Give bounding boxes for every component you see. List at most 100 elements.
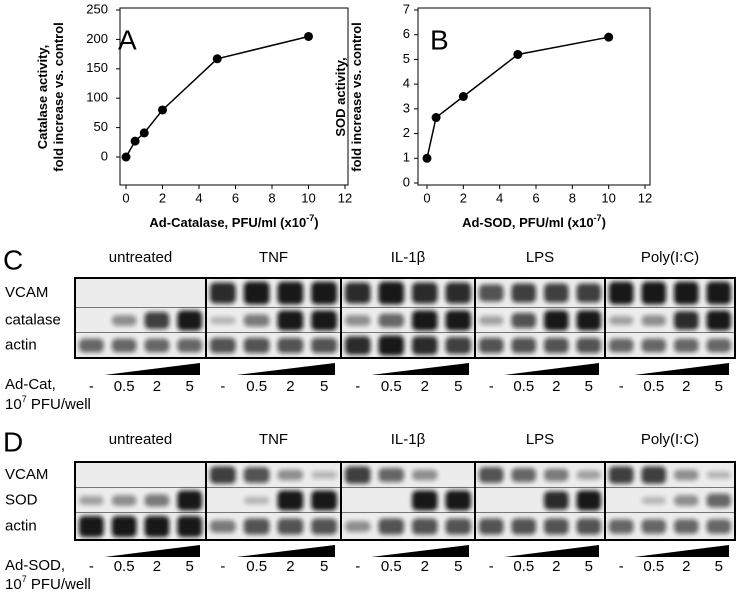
data-point xyxy=(158,105,167,115)
x-tick-label: 10 xyxy=(601,190,615,205)
dose-wedge xyxy=(634,545,729,557)
group-frame xyxy=(604,461,736,541)
band xyxy=(576,337,601,354)
band xyxy=(412,282,438,304)
band xyxy=(674,469,699,481)
band xyxy=(609,338,634,353)
dose-wedge xyxy=(104,363,200,375)
band xyxy=(378,335,404,356)
group-label: IL-1β xyxy=(391,249,426,266)
band xyxy=(576,310,601,331)
y-tick-label: 7 xyxy=(403,1,410,16)
text-part: ) xyxy=(314,215,318,230)
data-point xyxy=(458,92,468,101)
band xyxy=(544,283,569,303)
band xyxy=(111,515,137,538)
group-label: LPS xyxy=(526,249,554,266)
band xyxy=(511,518,536,535)
y-axis-label: SOD activity,fold increase vs. control xyxy=(333,22,364,172)
dose-label: - xyxy=(619,558,624,575)
unit-label: 107 PFU/well xyxy=(5,574,91,593)
band xyxy=(79,515,104,538)
band xyxy=(277,337,304,354)
dose-label: 5 xyxy=(320,378,328,395)
band xyxy=(445,282,471,304)
plot-frame xyxy=(119,7,349,186)
band xyxy=(609,315,634,326)
dose-label: - xyxy=(220,558,225,575)
dose-label: 0.5 xyxy=(246,378,267,395)
text-part: Ad-Catalase, PFU/ml (x10 xyxy=(149,215,306,230)
dose-label: 0.5 xyxy=(246,558,267,575)
y-tick-label: 100 xyxy=(86,90,108,105)
x-tick-label: 6 xyxy=(232,190,239,205)
band xyxy=(277,469,304,481)
row-label: actin xyxy=(5,336,37,353)
band xyxy=(511,467,536,483)
dose-label: - xyxy=(489,558,494,575)
dose-label: 2 xyxy=(421,378,429,395)
band xyxy=(144,494,170,507)
dose-label: - xyxy=(619,378,624,395)
y-tick-label: 4 xyxy=(403,76,410,91)
band xyxy=(576,490,601,511)
dose-label: 2 xyxy=(682,558,690,575)
data-point xyxy=(513,49,523,59)
y-tick-label: 0 xyxy=(403,174,410,189)
band xyxy=(479,518,504,535)
band xyxy=(243,496,270,505)
row-label: VCAM xyxy=(5,284,48,301)
treatment-label: Ad-Cat, xyxy=(5,376,56,393)
band xyxy=(144,515,170,538)
panel-letter: D xyxy=(3,426,23,457)
x-tick-label: 0 xyxy=(122,190,129,205)
band xyxy=(609,466,634,484)
band xyxy=(177,515,202,538)
group-label: untreated xyxy=(109,431,172,448)
band xyxy=(544,337,569,354)
band xyxy=(445,337,471,354)
y-tick-label: 50 xyxy=(94,119,108,134)
group-label: untreated xyxy=(109,249,172,266)
dose-label: 0.5 xyxy=(381,558,402,575)
y-tick-label: 1 xyxy=(403,150,410,165)
band xyxy=(378,313,404,328)
band xyxy=(210,337,236,354)
dose-label: 2 xyxy=(153,378,161,395)
band xyxy=(378,518,404,535)
dose-label: 5 xyxy=(454,378,462,395)
band xyxy=(177,490,202,511)
dose-label: 5 xyxy=(585,378,593,395)
dose-label: 2 xyxy=(421,558,429,575)
dose-wedge xyxy=(104,545,200,557)
band xyxy=(79,338,104,353)
dose-label: 5 xyxy=(454,558,462,575)
dose-label: 0.5 xyxy=(114,558,135,575)
band xyxy=(412,518,438,535)
blot-bg xyxy=(75,278,206,308)
band xyxy=(311,337,337,354)
x-tick-label: 2 xyxy=(159,190,166,205)
band xyxy=(243,467,270,483)
band xyxy=(243,281,270,305)
text-part: PFU/well xyxy=(27,396,91,413)
dose-wedge xyxy=(634,363,729,375)
panel-letter: A xyxy=(118,24,137,55)
data-point xyxy=(130,136,140,146)
dose-label: - xyxy=(220,378,225,395)
x-tick-label: 12 xyxy=(338,190,352,205)
y-axis-label-line: Catalase activity, xyxy=(35,45,50,150)
dose-label: 5 xyxy=(715,378,723,395)
dose-label: 2 xyxy=(552,558,560,575)
band xyxy=(674,495,699,506)
band xyxy=(641,281,666,305)
band xyxy=(277,281,304,305)
band xyxy=(544,518,569,535)
band xyxy=(544,491,569,510)
band xyxy=(674,338,699,353)
band xyxy=(706,519,731,534)
panel-letter: B xyxy=(430,24,449,55)
band xyxy=(144,312,170,329)
band xyxy=(706,310,731,331)
dose-wedge xyxy=(504,363,599,375)
